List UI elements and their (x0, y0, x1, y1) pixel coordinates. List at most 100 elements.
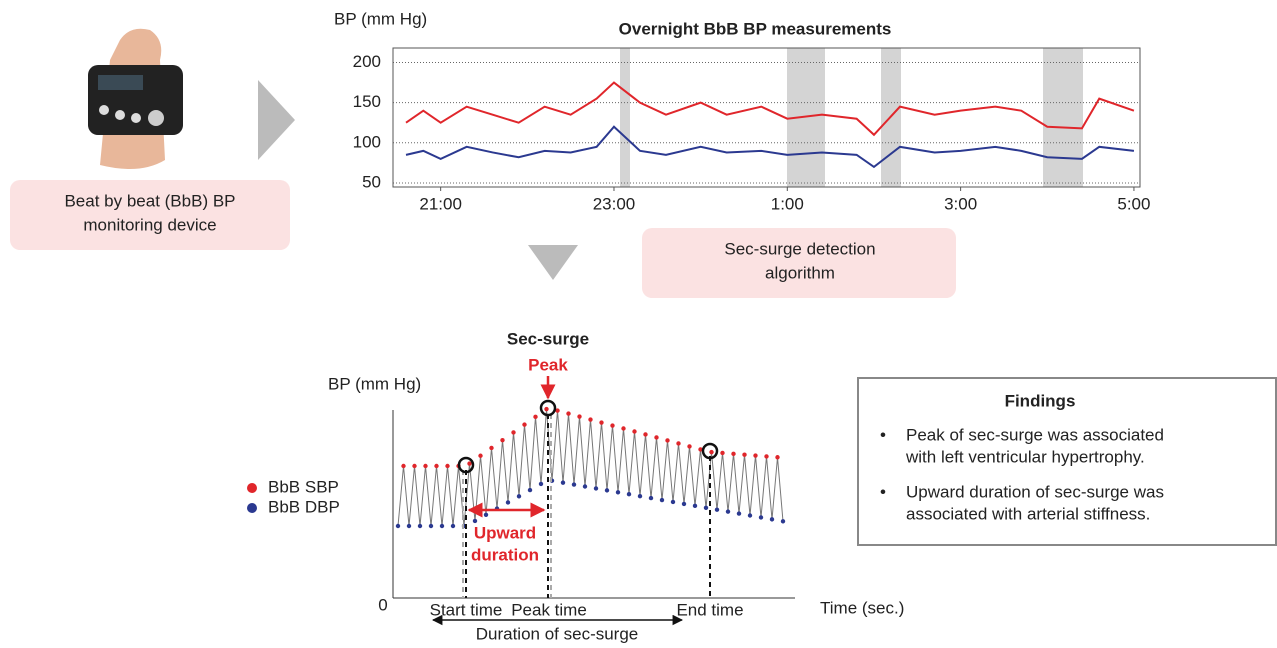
sbp-dot (533, 414, 538, 420)
sbp-dot (511, 430, 516, 435)
sbp-dot (621, 426, 626, 431)
upward-label: duration (471, 545, 539, 564)
chart-title: Overnight BbB BP measurements (619, 19, 892, 38)
dbp-dot (582, 484, 588, 489)
dbp-dot (637, 493, 643, 499)
dbp-dot (406, 523, 412, 529)
dbp-dot (417, 523, 423, 529)
dbp-dot (714, 507, 720, 512)
peak-label: Peak (528, 355, 568, 374)
sbp-dot (665, 438, 670, 443)
peak-time-label: Peak time (511, 600, 587, 619)
device-label: monitoring device (83, 215, 216, 234)
sbp-dot (599, 420, 604, 425)
device-box (10, 180, 290, 250)
findings-title: Findings (1005, 391, 1076, 410)
dbp-dot (571, 482, 577, 487)
legend-label: BbB SBP (268, 477, 339, 496)
dbp-dot (769, 517, 775, 522)
sbp-dot (731, 451, 736, 457)
dbp-dot (758, 515, 764, 520)
y-axis-label: BP (mm Hg) (328, 374, 421, 393)
legend-swatch (247, 483, 257, 493)
y-tick-label: 50 (362, 172, 381, 191)
bp-line (405, 81, 1135, 137)
sbp-dot (566, 411, 571, 416)
finding-text: with left ventricular hypertrophy. (905, 447, 1145, 466)
x-tick-label: 21:00 (419, 194, 462, 213)
upward-label: Upward (474, 523, 536, 542)
sbp-dot (775, 455, 780, 460)
legend-swatch (247, 503, 257, 513)
dbp-dot (527, 487, 533, 493)
dbp-dot (604, 488, 610, 493)
dbp-dot (505, 500, 511, 505)
x-axis-label: Time (sec.) (820, 598, 904, 617)
sbp-dot (676, 441, 681, 446)
dbp-dot (395, 523, 401, 529)
dbp-dot (615, 490, 621, 495)
sbp-dot (577, 414, 582, 419)
device-illustration (88, 28, 183, 169)
plot-frame (392, 47, 1141, 188)
dbp-dot (681, 501, 687, 507)
highlight-circles (457, 399, 719, 474)
sbp-dot (588, 417, 593, 422)
finding-text: Upward duration of sec-surge was (906, 482, 1164, 501)
sbp-dot (643, 432, 648, 437)
dbp-dot (483, 512, 489, 517)
x-tick-label: 1:00 (771, 194, 804, 213)
dbp-dot (670, 499, 676, 505)
bullet: • (880, 425, 886, 444)
sbp-dot (632, 429, 637, 434)
sbp-dot (412, 463, 417, 469)
sbp-dot (555, 408, 560, 413)
arrow (258, 80, 295, 160)
sbp-dot (764, 454, 769, 459)
x-tick-label: 23:00 (593, 194, 636, 213)
y-axis-label: BP (mm Hg) (334, 9, 427, 28)
sbp-dot (467, 461, 472, 466)
dbp-dot (439, 523, 445, 529)
dbp-dot (648, 495, 654, 501)
algorithm-label: Sec-surge detection (724, 239, 875, 258)
duration-label: Duration of sec-surge (476, 624, 639, 643)
x-tick-label: 3:00 (944, 194, 977, 213)
sbp-dot (654, 435, 659, 440)
origin-label: 0 (378, 595, 387, 614)
sbp-dot (489, 445, 494, 451)
algorithm-box (642, 228, 956, 298)
time-markers (462, 414, 711, 598)
finding-text: associated with arterial stiffness. (906, 504, 1150, 523)
end-label: End time (676, 600, 743, 619)
dbp-dot (516, 494, 522, 499)
dbp-dot (472, 518, 478, 524)
sbp-dot (478, 453, 483, 458)
dbp-dot (659, 497, 665, 503)
sbp-dot (401, 463, 406, 469)
device-label: Beat by beat (BbB) BP (64, 191, 235, 210)
arrow (528, 245, 578, 280)
sbp-dot (753, 453, 758, 458)
sbp-dot (610, 423, 615, 428)
dbp-dot (593, 486, 599, 491)
dbp-dot (747, 513, 753, 518)
sbp-dot (742, 452, 747, 457)
sbp-dot (709, 449, 714, 455)
dbp-dot (703, 505, 709, 510)
dbp-dot (692, 503, 698, 509)
bullet: • (880, 482, 886, 501)
finding-text: Peak of sec-surge was associated (906, 425, 1164, 444)
sbp-dot (698, 447, 703, 452)
sbp-dot (720, 450, 725, 456)
sbp-dot (434, 463, 439, 469)
x-tick-label: 5:00 (1117, 194, 1150, 213)
dbp-dot (780, 519, 786, 524)
dbp-dot (428, 523, 434, 529)
sbp-dot (423, 463, 428, 469)
y-tick-label: 150 (353, 92, 381, 111)
dbp-dot (538, 481, 544, 487)
sbp-dot (687, 444, 692, 449)
dbp-dot (736, 511, 742, 516)
